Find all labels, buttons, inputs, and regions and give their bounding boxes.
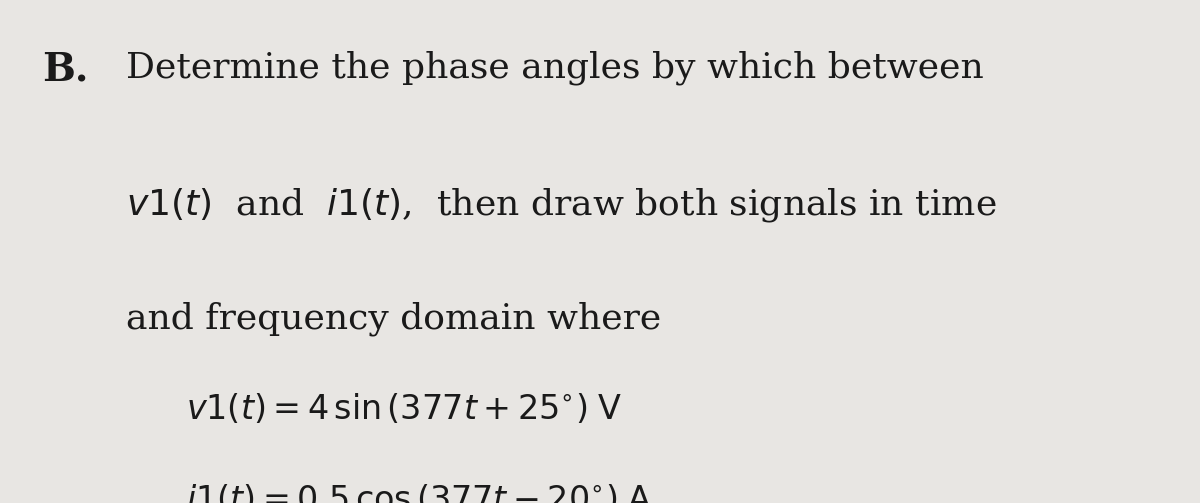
Text: and frequency domain where: and frequency domain where xyxy=(126,302,661,337)
Text: $i1(t) = 0.5\,\mathrm{cos}\,(377t - 20^{\circ})\;\mathrm{A}$: $i1(t) = 0.5\,\mathrm{cos}\,(377t - 20^{… xyxy=(186,483,652,503)
Text: $v1(t) = 4\,\mathrm{sin}\,(377t + 25^{\circ})\;\mathrm{V}$: $v1(t) = 4\,\mathrm{sin}\,(377t + 25^{\c… xyxy=(186,392,622,427)
Text: $v1(t)$  and  $i1(t)$,  then draw both signals in time: $v1(t)$ and $i1(t)$, then draw both sign… xyxy=(126,186,996,224)
Text: Determine the phase angles by which between: Determine the phase angles by which betw… xyxy=(126,50,984,85)
Text: B.: B. xyxy=(42,50,89,89)
